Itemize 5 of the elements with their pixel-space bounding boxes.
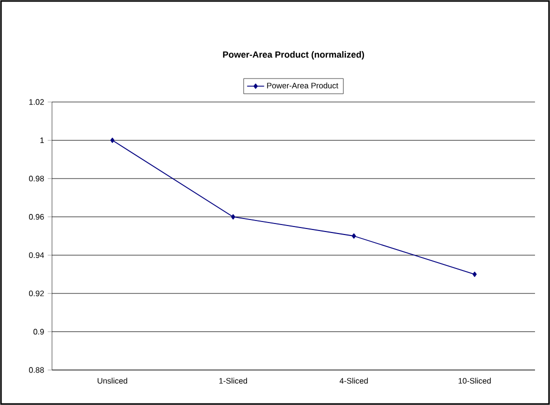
point (352, 233, 356, 239)
chart-title: Power-Area Product (normalized) (223, 51, 364, 60)
point (110, 138, 114, 143)
point (472, 272, 477, 277)
point (231, 214, 236, 220)
